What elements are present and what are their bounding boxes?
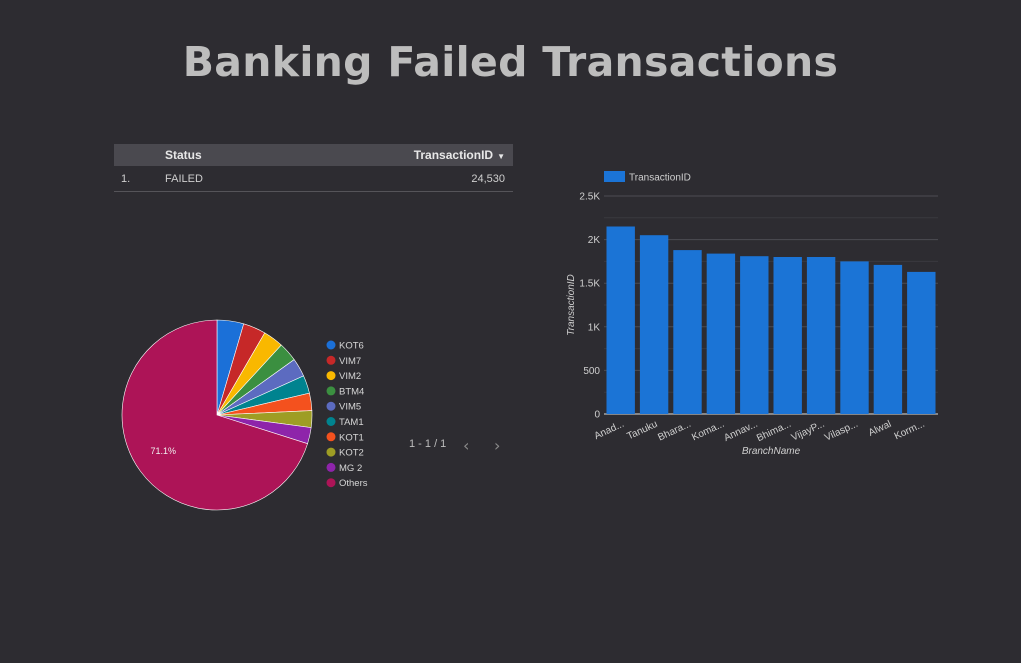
row-transactionid: 24,530 <box>471 172 505 185</box>
y-axis-title: TransactionID <box>566 274 577 336</box>
y-tick-label: 1.5K <box>579 279 600 290</box>
pie-slice-others[interactable] <box>121 319 308 511</box>
legend-label-kot6[interactable]: KOT6 <box>339 341 364 352</box>
row-index: 1. <box>121 172 131 185</box>
pie-chart: 71.1% KOT6 VIM7 VIM2 BTM4 VIM5 TAM1 KOT1 KOT2 MG … <box>121 319 368 511</box>
legend-swatch-kot1 <box>326 432 336 442</box>
x-tick-label: Annav... <box>722 419 759 444</box>
caret-down-icon[interactable]: ▼ <box>497 152 505 161</box>
row-status: FAILED <box>165 172 203 185</box>
bar-bhima[interactable] <box>773 257 802 414</box>
legend-label-mg-2[interactable]: MG 2 <box>339 463 362 474</box>
bar-tanuku[interactable] <box>639 235 669 414</box>
page-title: Banking Failed Transactions <box>182 38 839 86</box>
y-tick-label: 2.5K <box>579 192 600 203</box>
legend-swatch-tam1 <box>326 417 336 426</box>
x-tick-label: Bhara... <box>656 419 692 444</box>
legend-swatch-vim7 <box>326 355 336 365</box>
table-header: Status TransactionID ▼ <box>114 144 513 166</box>
x-tick-label: Korm... <box>893 419 927 443</box>
legend-swatch-mg-2 <box>326 462 336 472</box>
y-tick-label: 2K <box>588 235 601 246</box>
legend-label-vim2[interactable]: VIM2 <box>339 371 361 382</box>
legend-label-transactionid[interactable]: TransactionID <box>629 173 691 184</box>
bar-korm[interactable] <box>907 271 936 414</box>
legend-swatch-vim2 <box>326 371 336 381</box>
legend-swatch-transactionid <box>604 171 625 182</box>
transactionid-header-label: TransactionID <box>413 148 494 162</box>
y-tick-label: 500 <box>583 366 600 377</box>
x-tick-label: Alwal <box>867 419 893 439</box>
x-tick-label: VijayP... <box>790 419 827 444</box>
bar-vilasp[interactable] <box>840 261 869 414</box>
legend-label-vim5[interactable]: VIM5 <box>339 402 361 413</box>
legend-label-kot2[interactable]: KOT2 <box>339 448 364 459</box>
pagination-label: 1 - 1 / 1 <box>409 438 447 450</box>
bar-koma[interactable] <box>706 253 736 414</box>
bar-alwal[interactable] <box>873 264 903 414</box>
status-column-header[interactable]: Status <box>165 148 202 162</box>
legend-swatch-kot2 <box>326 447 336 457</box>
legend-swatch-btm4 <box>326 386 336 396</box>
bar-anad[interactable] <box>606 226 635 415</box>
x-tick-label: Bhima... <box>755 419 793 444</box>
x-tick-label: Anad... <box>593 419 626 442</box>
y-tick-label: 0 <box>594 410 600 421</box>
legend-label-btm4[interactable]: BTM4 <box>339 386 364 397</box>
status-table: Status TransactionID ▼ 1. FAILED 24,530 <box>114 144 513 192</box>
x-axis-title: BranchName <box>742 446 801 457</box>
bar-vijayp[interactable] <box>806 257 836 414</box>
legend-label-tam1[interactable]: TAM1 <box>339 417 364 428</box>
bar-bhara[interactable] <box>673 250 702 414</box>
bar-annav[interactable] <box>740 256 769 414</box>
chevron-left-icon[interactable]: ‹ <box>463 436 470 455</box>
transactionid-column-header[interactable]: TransactionID ▼ <box>365 148 513 162</box>
x-tick-label: Vilasp... <box>823 419 860 444</box>
pie-data-label: 71.1% <box>151 446 177 456</box>
legend-label-kot1[interactable]: KOT1 <box>339 432 364 443</box>
legend-label-others[interactable]: Others <box>339 478 368 489</box>
legend-swatch-kot6 <box>326 340 336 350</box>
chevron-right-icon[interactable]: › <box>494 436 501 455</box>
y-tick-label: 1K <box>588 322 601 333</box>
legend-swatch-vim5 <box>326 401 336 411</box>
legend-label-vim7[interactable]: VIM7 <box>339 356 361 367</box>
x-tick-label: Tanuku <box>625 419 659 443</box>
x-tick-label: Koma... <box>690 419 726 444</box>
bar-chart: TransactionID 0 500 1K 1.5K 2K 2.5K Anad... Tanu… <box>566 171 938 457</box>
table-row: 1. FAILED 24,530 <box>114 166 513 192</box>
legend-swatch-others <box>326 478 336 488</box>
